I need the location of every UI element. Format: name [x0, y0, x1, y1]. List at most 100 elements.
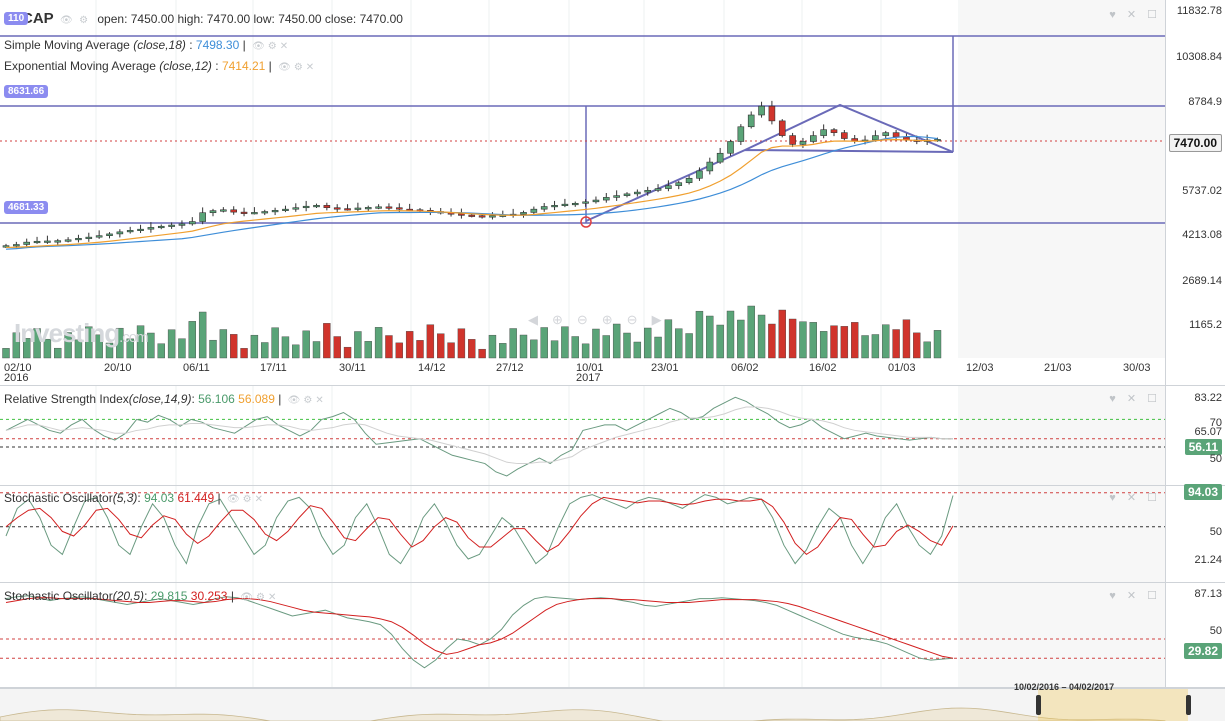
rsi-label: Relative Strength Index [4, 392, 129, 406]
oscillator-line [5, 396, 953, 477]
stoch-slow-k-value: 29.815 [150, 589, 188, 603]
stoch-slow-tick: 50 [1209, 625, 1222, 637]
candle [830, 129, 838, 133]
volume-bar [281, 336, 290, 359]
watermark-brand: Investing [14, 318, 120, 348]
main-chart-svg[interactable] [0, 0, 1225, 385]
settings-gear-icon[interactable]: ⚙ [79, 15, 89, 26]
candle [147, 227, 155, 230]
candle [189, 221, 196, 225]
ema-gear-icon[interactable]: ⚙ [293, 62, 303, 73]
stoch-slow-gear-icon[interactable]: ⚙ [255, 592, 265, 603]
level-badge-high[interactable]: 8631.66 [4, 85, 49, 98]
stoch-fast-close-icon[interactable]: ✕ [254, 494, 263, 505]
stoch-slow-close-icon[interactable]: ✕ [267, 592, 277, 603]
stoch-fast-d-value: 61.449 [177, 491, 215, 505]
oscillator-line [5, 494, 954, 565]
candle [220, 209, 227, 212]
ema-eye-icon[interactable]: 👁 [278, 62, 291, 73]
volume-bar [664, 319, 673, 359]
sma-legend: Simple Moving Average (close,18) : 7498.… [4, 38, 289, 52]
x-tick: 17/11 [260, 362, 287, 374]
level-badge-top[interactable]: 110 [4, 12, 29, 25]
candle [85, 236, 93, 239]
rsi-pane[interactable]: Relative Strength Index(close,14,9): 56.… [0, 386, 1225, 486]
candle [654, 188, 662, 191]
stoch-slow-pane-controls[interactable]: ♥ ✕ ☐ [1109, 590, 1161, 602]
volume-bar [819, 331, 828, 359]
navigator-left-handle[interactable] [1036, 695, 1041, 715]
stoch-fast-eye-icon[interactable]: 👁 [226, 494, 240, 505]
rsi-chart-svg[interactable] [0, 386, 1225, 485]
candle [302, 205, 310, 209]
volume-bar [271, 327, 279, 359]
candle [13, 244, 20, 247]
volume-bar [861, 335, 869, 359]
candle [375, 206, 382, 209]
level-badge-low[interactable]: 4681.33 [4, 201, 49, 214]
future-area [960, 583, 1165, 687]
rsi-close-icon[interactable]: ✕ [315, 395, 324, 406]
stoch-fast-chart-svg[interactable] [0, 486, 1225, 582]
future-area [960, 486, 1165, 582]
x-tick: 30/03 [1123, 362, 1151, 374]
rsi-gear-icon[interactable]: ⚙ [303, 395, 313, 406]
candle [561, 203, 569, 206]
volume-bar [43, 338, 52, 359]
stoch-slow-pane[interactable]: Stochastic Oscillator(20,5): 29.815 30.2… [0, 583, 1225, 688]
volume-bar [167, 329, 176, 359]
price-tick: 11832.78 [1176, 5, 1222, 17]
candle [872, 135, 879, 141]
stoch-slow-chart-svg[interactable] [0, 583, 1225, 687]
rsi-value: 56.106 [198, 392, 235, 406]
volume-bar [33, 328, 41, 359]
candle [354, 207, 362, 210]
rsi-eye-icon[interactable]: 👁 [287, 395, 301, 406]
volume-bar [385, 335, 393, 359]
x-year-label: 2017 [576, 372, 601, 384]
volume-bar [116, 327, 124, 359]
ohlc-readout: open: 7450.00 high: 7470.00 low: 7450.00… [97, 12, 403, 26]
candle [178, 223, 186, 226]
candle [292, 207, 300, 210]
x-tick: 01/03 [888, 362, 916, 374]
stoch-fast-pane[interactable]: Stochastic Oscillator(5,3): 94.03 61.449… [0, 484, 1225, 583]
navigator-svg[interactable] [0, 689, 1225, 721]
time-navigator[interactable]: 10/02/2016 – 04/02/2017 [0, 682, 1225, 721]
volume-bar [395, 342, 403, 359]
candle [747, 114, 755, 128]
volume-bar [509, 328, 517, 359]
volume-bar [726, 310, 735, 359]
pane-controls[interactable]: ♥ ✕ ☐ [1109, 9, 1161, 21]
candle [95, 235, 103, 238]
stoch-slow-eye-icon[interactable]: 👁 [240, 592, 253, 603]
volume-bar [933, 330, 942, 359]
stoch-fast-axis: 94.03 50 21.24 [1165, 484, 1225, 582]
volume-bar [519, 334, 528, 359]
navigator-right-handle[interactable] [1186, 695, 1191, 715]
stoch-fast-pane-controls[interactable]: ♥ ✕ ☐ [1109, 492, 1161, 504]
candle [282, 208, 289, 211]
stoch-slow-axis: 87.13 50 29.82 [1165, 583, 1225, 687]
candle [106, 233, 113, 236]
volume-bar [768, 323, 776, 359]
candle [313, 205, 320, 208]
stoch-fast-gear-icon[interactable]: ⚙ [242, 494, 252, 505]
stoch-fast-last-tag: 94.03 [1183, 484, 1222, 500]
chart-zoom-controls[interactable]: ◀⊕⊖⊕⊖▶ [528, 312, 676, 327]
main-price-pane[interactable]: Investing.com ◀⊕⊖⊕⊖▶ CAP 👁 ⚙ open: 7450.… [0, 0, 1225, 386]
sma-params: (close,18) [133, 38, 186, 52]
oscillator-line [5, 595, 954, 669]
sma-gear-icon[interactable]: ⚙ [267, 41, 277, 52]
volume-bar [354, 331, 362, 359]
visibility-eye-icon[interactable]: 👁 [60, 15, 73, 26]
x-tick: 06/02 [731, 362, 759, 374]
ema-close-icon[interactable]: ✕ [305, 62, 315, 73]
volume-bar [23, 338, 31, 359]
rsi-pane-controls[interactable]: ♥ ✕ ☐ [1109, 393, 1161, 405]
candle [75, 238, 82, 241]
sma-close-icon[interactable]: ✕ [279, 41, 289, 52]
sma-eye-icon[interactable]: 👁 [252, 41, 265, 52]
volume-bar [592, 328, 600, 359]
candle [520, 212, 527, 215]
